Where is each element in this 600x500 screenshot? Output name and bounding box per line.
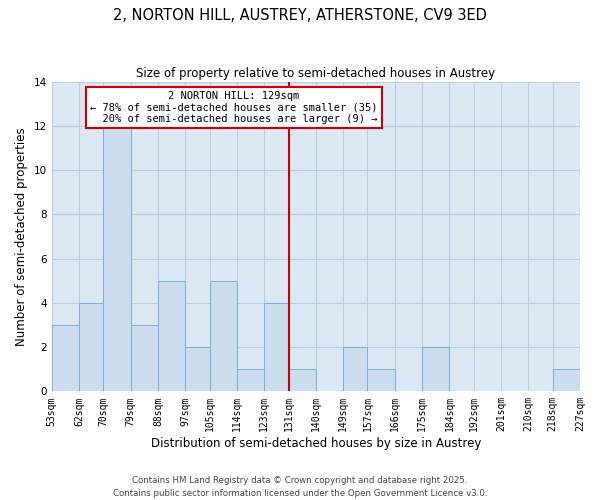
- Text: 2, NORTON HILL, AUSTREY, ATHERSTONE, CV9 3ED: 2, NORTON HILL, AUSTREY, ATHERSTONE, CV9…: [113, 8, 487, 22]
- Bar: [343, 347, 367, 392]
- Text: Contains HM Land Registry data © Crown copyright and database right 2025.
Contai: Contains HM Land Registry data © Crown c…: [113, 476, 487, 498]
- Bar: [52, 325, 79, 392]
- Bar: [264, 303, 289, 392]
- Bar: [209, 280, 237, 392]
- Bar: [185, 347, 209, 392]
- Bar: [131, 325, 158, 392]
- Text: 2 NORTON HILL: 129sqm
← 78% of semi-detached houses are smaller (35)
  20% of se: 2 NORTON HILL: 129sqm ← 78% of semi-deta…: [90, 91, 377, 124]
- Y-axis label: Number of semi-detached properties: Number of semi-detached properties: [15, 127, 28, 346]
- Bar: [422, 347, 449, 392]
- Bar: [103, 126, 131, 392]
- Bar: [553, 369, 580, 392]
- Bar: [289, 369, 316, 392]
- Bar: [158, 280, 185, 392]
- Bar: [237, 369, 264, 392]
- X-axis label: Distribution of semi-detached houses by size in Austrey: Distribution of semi-detached houses by …: [151, 437, 481, 450]
- Bar: [79, 303, 103, 392]
- Title: Size of property relative to semi-detached houses in Austrey: Size of property relative to semi-detach…: [136, 68, 496, 80]
- Bar: [367, 369, 395, 392]
